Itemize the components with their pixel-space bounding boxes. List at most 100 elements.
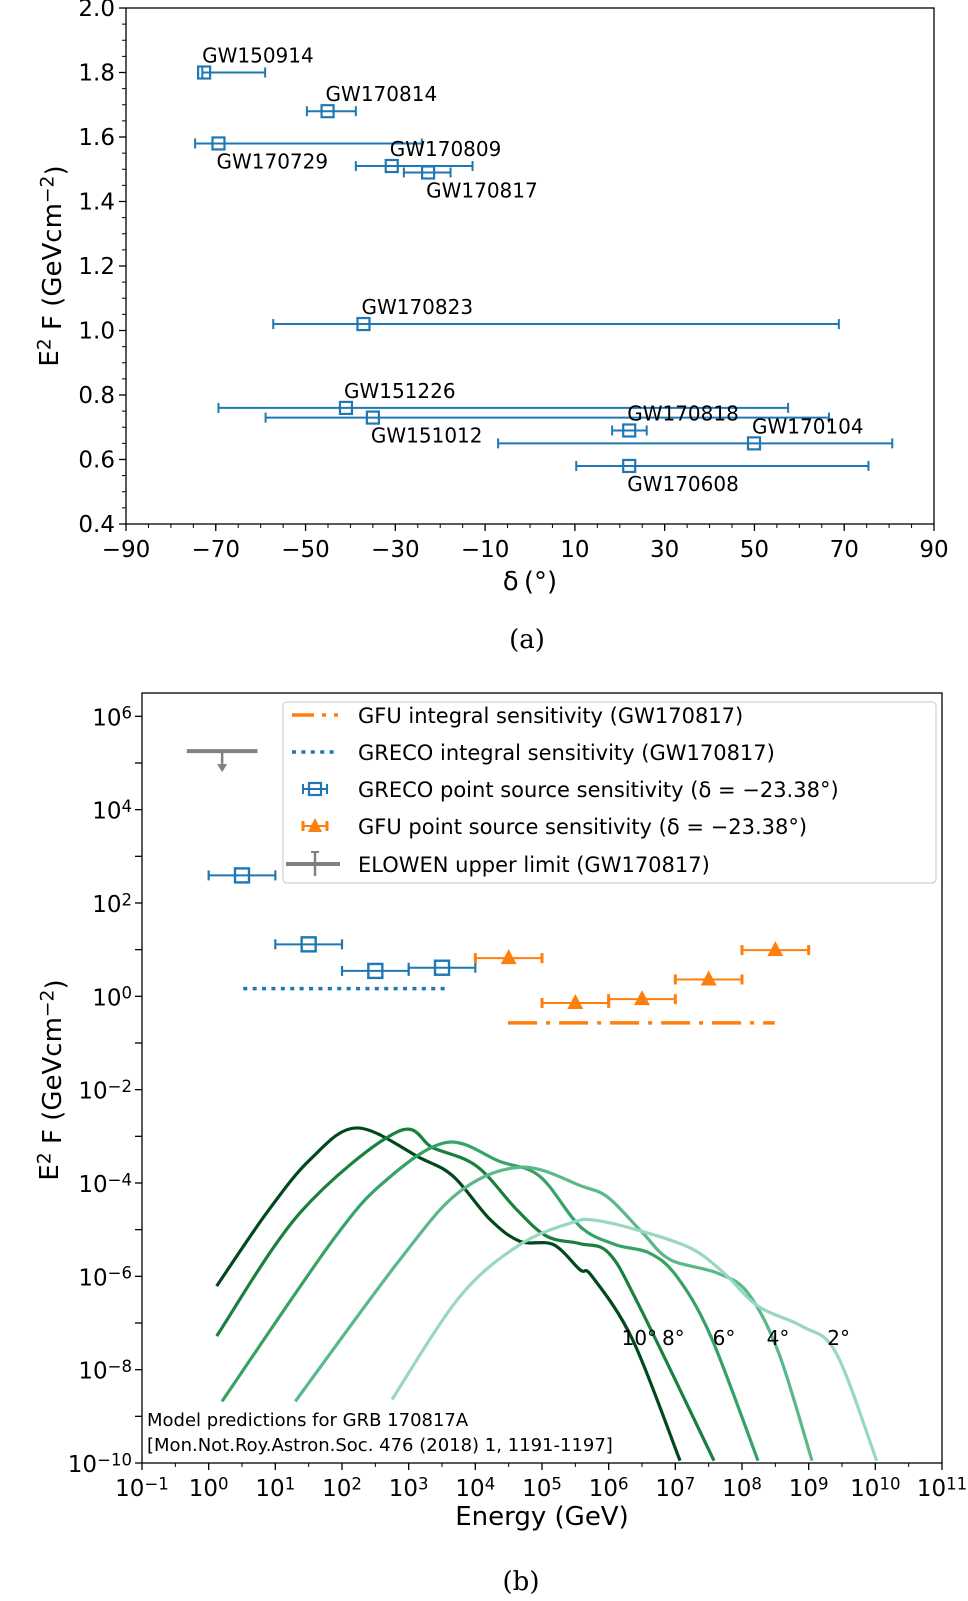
y-tick-label: 0.6 bbox=[78, 448, 115, 474]
gfu-point-marker bbox=[700, 970, 717, 986]
y-tick-label: 102 bbox=[92, 890, 132, 918]
gfu-point-marker bbox=[767, 941, 784, 957]
x-tick-label: 105 bbox=[522, 1474, 562, 1502]
data-point-marker bbox=[622, 423, 637, 438]
data-point-marker bbox=[746, 436, 762, 451]
data-point-marker bbox=[622, 458, 637, 474]
down-arrow-icon bbox=[217, 764, 228, 773]
legend-square-icon bbox=[307, 781, 323, 797]
y-axis-label: E2 F (GeVcm−2) bbox=[35, 979, 71, 1180]
x-tick-label: 1011 bbox=[917, 1474, 967, 1502]
model-annotation: [Mon.Not.Roy.Astron.Soc. 476 (2018) 1, 1… bbox=[147, 1435, 613, 1456]
point-label: GW170814 bbox=[326, 82, 438, 106]
y-tick-label: 10−4 bbox=[78, 1170, 132, 1198]
y-tick-label: 0.8 bbox=[78, 383, 115, 409]
greco-point-marker bbox=[300, 936, 317, 953]
plot-a-frame bbox=[125, 7, 935, 525]
data-point-marker bbox=[365, 410, 380, 425]
data-point-marker bbox=[197, 65, 212, 80]
data-point-marker bbox=[320, 104, 335, 119]
x-tick-label: 101 bbox=[255, 1474, 295, 1502]
plot-b-frame bbox=[141, 692, 943, 1464]
x-tick-label: 103 bbox=[389, 1474, 429, 1502]
model-curve bbox=[220, 1140, 760, 1462]
panel-a: −90 −70 −50 −30 −10 10 30 50 70 90 0.4 0.6 0.8 1.0 1.2… bbox=[35, 0, 949, 655]
y-tick-label: 2.0 bbox=[78, 0, 115, 22]
point-label: GW170729 bbox=[216, 149, 328, 173]
x-tick-label: 107 bbox=[655, 1474, 695, 1502]
x-tick-label: 10 bbox=[560, 537, 589, 563]
model-curve-label: 2° bbox=[827, 1326, 850, 1350]
y-tick-label: 106 bbox=[92, 704, 132, 732]
point-label: GW170818 bbox=[627, 401, 739, 425]
x-tick-label: 90 bbox=[919, 537, 948, 563]
x-tick-label: 70 bbox=[830, 537, 859, 563]
x-tick-label: 100 bbox=[189, 1474, 229, 1502]
x-axis-label: Energy (GeV) bbox=[455, 1502, 629, 1532]
model-curve-label: 10° bbox=[622, 1326, 657, 1350]
x-tick-label: 30 bbox=[650, 537, 679, 563]
data-point-marker bbox=[211, 136, 226, 151]
greco-point-marker bbox=[233, 867, 251, 884]
greco-point-marker bbox=[433, 959, 451, 976]
x-tick-label: 109 bbox=[789, 1474, 829, 1502]
data-point-marker bbox=[421, 165, 436, 180]
panel-b: 10−1 100 101 102 103 104 105 106 107 108 109 1010 10… bbox=[35, 692, 967, 1597]
x-tick-label: 50 bbox=[740, 537, 769, 563]
y-tick-label: 1.8 bbox=[78, 61, 115, 87]
caption-a: (a) bbox=[509, 625, 545, 655]
point-label: GW170817 bbox=[426, 178, 538, 202]
x-tick-label: 108 bbox=[722, 1474, 762, 1502]
y-tick-label: 1.0 bbox=[78, 319, 115, 345]
y-tick-label: 1.6 bbox=[78, 125, 115, 151]
greco-point-marker bbox=[367, 962, 384, 980]
x-tick-label: −70 bbox=[192, 537, 241, 563]
model-curve bbox=[215, 1126, 682, 1462]
y-tick-label: 10−8 bbox=[78, 1357, 132, 1385]
legend: GFU integral sensitivity (GW170817) GRECO… bbox=[282, 701, 937, 884]
y-tick-label: 10−2 bbox=[78, 1077, 132, 1105]
data-point-marker bbox=[338, 400, 354, 415]
legend-label: ELOWEN upper limit (GW170817) bbox=[358, 853, 710, 877]
x-axis-label: δ (°) bbox=[503, 567, 557, 597]
legend-label: GFU point source sensitivity (δ = −23.38… bbox=[358, 815, 807, 839]
model-curve-label: 6° bbox=[713, 1326, 736, 1350]
point-label: GW150914 bbox=[202, 44, 314, 68]
model-curve-label: 8° bbox=[662, 1326, 685, 1350]
model-annotation: Model predictions for GRB 170817A bbox=[147, 1410, 469, 1431]
gfu-point-marker bbox=[634, 990, 650, 1006]
y-tick-label: 1.2 bbox=[78, 254, 115, 280]
point-label: GW151012 bbox=[371, 424, 483, 448]
legend-label: GRECO integral sensitivity (GW170817) bbox=[358, 741, 775, 765]
model-curve-label: 4° bbox=[767, 1326, 790, 1350]
x-tick-label: 106 bbox=[589, 1474, 629, 1502]
model-curve bbox=[215, 1127, 716, 1462]
point-label: GW170809 bbox=[390, 137, 502, 161]
point-label: GW170823 bbox=[361, 295, 473, 319]
gfu-point-marker bbox=[500, 949, 517, 965]
x-tick-label: −10 bbox=[461, 537, 510, 563]
gfu-point-marker bbox=[567, 993, 584, 1009]
y-tick-label: 100 bbox=[92, 984, 132, 1012]
legend-label: GRECO point source sensitivity (δ = −23.… bbox=[358, 778, 839, 802]
x-tick-label: −90 bbox=[102, 537, 151, 563]
point-label: GW170104 bbox=[752, 414, 864, 438]
point-label: GW151226 bbox=[344, 379, 456, 403]
legend-label: GFU integral sensitivity (GW170817) bbox=[358, 704, 743, 728]
data-point-marker bbox=[384, 158, 399, 174]
x-tick-label: 10−1 bbox=[115, 1474, 169, 1502]
y-axis-label: E2 F (GeVcm−2) bbox=[35, 165, 71, 366]
legend-triangle-icon bbox=[308, 818, 322, 832]
legend-box bbox=[282, 701, 937, 884]
data-point-marker bbox=[356, 316, 371, 332]
x-tick-label: 104 bbox=[455, 1474, 495, 1502]
point-label: GW170608 bbox=[627, 472, 739, 496]
y-tick-label: 104 bbox=[92, 797, 132, 825]
y-tick-label: 0.4 bbox=[78, 512, 115, 538]
x-tick-label: −30 bbox=[371, 537, 420, 563]
model-curve bbox=[390, 1217, 879, 1462]
y-tick-label: 1.4 bbox=[78, 190, 115, 216]
x-tick-label: 1010 bbox=[850, 1474, 900, 1502]
caption-b: (b) bbox=[503, 1567, 540, 1597]
